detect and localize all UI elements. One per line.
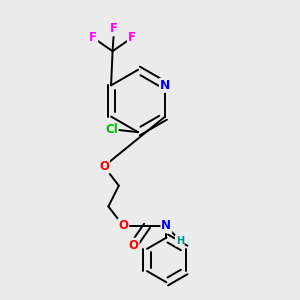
Text: N: N [161,219,171,232]
Text: N: N [160,79,170,92]
Text: F: F [128,31,136,44]
Text: H: H [176,236,184,246]
Text: F: F [110,22,118,35]
Text: F: F [89,31,97,44]
Text: O: O [118,219,128,232]
Text: O: O [99,160,109,173]
Text: Cl: Cl [105,123,118,136]
Text: O: O [129,238,139,252]
